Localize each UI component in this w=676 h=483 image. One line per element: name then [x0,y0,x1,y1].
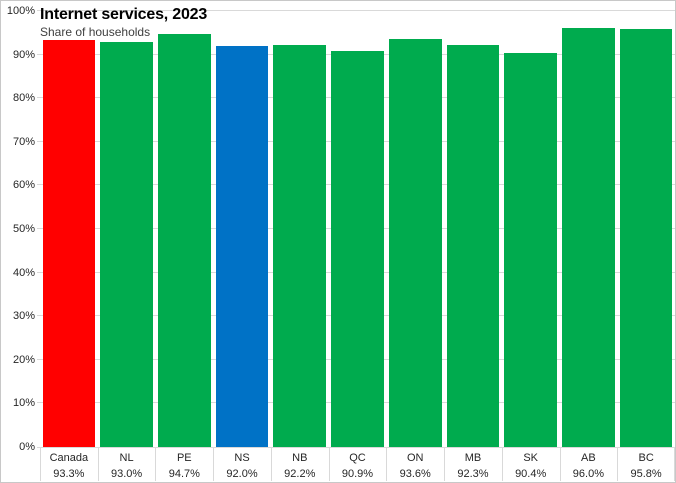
y-axis-tick-label: 60% [12,179,35,192]
bar-pe [157,34,211,447]
bar-sk [504,52,558,447]
x-label-cell: AB 96.0% [560,448,618,482]
x-value-label: 93.3% [53,468,85,480]
y-axis-tick-label: 80% [12,92,35,105]
y-axis-tick-label: 100% [6,5,35,17]
y-axis-tick-label: 20% [12,353,35,366]
bar-nl [100,41,153,447]
column-divider [155,448,157,481]
plot-area [37,10,675,448]
x-category-label: ON [406,452,424,464]
bar-mb [446,44,500,447]
x-value-label: 94.7% [168,468,200,480]
x-label-cell: BC 95.8% [617,448,675,482]
bar-nb [273,45,327,447]
x-category-label: BC [638,452,654,464]
y-axis-tick-label: 30% [12,310,35,323]
x-category-label: SK [523,452,539,464]
x-category-label: MB [464,452,482,464]
x-label-cell: QC 90.9% [329,448,387,482]
column-divider [674,448,675,481]
chart-header: Internet services, 2023 Share of househo… [40,5,207,39]
x-value-label: 92.0% [226,468,258,480]
y-axis-tick-label: 90% [12,48,35,61]
x-category-label: NL [119,452,134,464]
x-category-label: AB [581,452,596,464]
x-value-label: 95.8% [630,468,662,480]
column-divider [559,448,561,481]
gridline [37,10,675,11]
x-label-cell: Canada 93.3% [40,448,98,482]
x-label-cell: NS 92.0% [213,448,271,482]
x-category-label: PE [176,452,192,464]
bar-on [388,38,442,447]
column-divider [386,448,388,481]
x-label-cell: PE 94.7% [155,448,213,482]
x-label-cell: ON 93.6% [386,448,444,482]
x-category-label: QC [349,452,366,464]
column-divider [328,448,330,481]
x-label-cell: NB 92.2% [271,448,329,482]
column-divider [97,448,99,481]
x-value-label: 90.4% [515,468,547,480]
bar-ab [562,28,615,447]
column-divider [270,448,272,481]
bar-bc [619,29,673,447]
x-category-label: NS [234,452,250,464]
x-value-label: 93.0% [110,468,143,480]
bar-qc [331,50,384,447]
bar-canada [42,40,96,447]
x-category-label: Canada [49,452,89,464]
column-divider [501,448,503,481]
x-value-label: 92.2% [284,468,316,480]
column-divider [213,448,215,481]
chart-subtitle: Share of households [40,25,151,39]
x-value-label: 96.0% [572,468,604,480]
x-value-label: 92.3% [457,468,489,480]
x-value-label: 93.6% [399,468,431,480]
x-label-cell: NL 93.0% [98,448,156,482]
column-divider [444,448,446,481]
column-divider [40,448,41,481]
y-axis-tick-label: 0% [19,441,35,453]
x-value-label: 90.9% [341,468,374,480]
bar-ns [215,45,269,447]
x-label-cell: MB 92.3% [444,448,502,482]
x-label-cell: SK 90.4% [502,448,560,482]
x-axis-line [37,447,675,448]
y-axis-tick-label: 40% [12,266,35,279]
y-axis-tick-label: 70% [12,135,35,148]
column-divider [617,448,619,481]
y-axis-tick-label: 10% [12,397,35,410]
y-axis-tick-label: 50% [12,223,35,235]
chart-title: Internet services, 2023 [40,6,208,23]
x-category-label: NB [292,452,308,464]
